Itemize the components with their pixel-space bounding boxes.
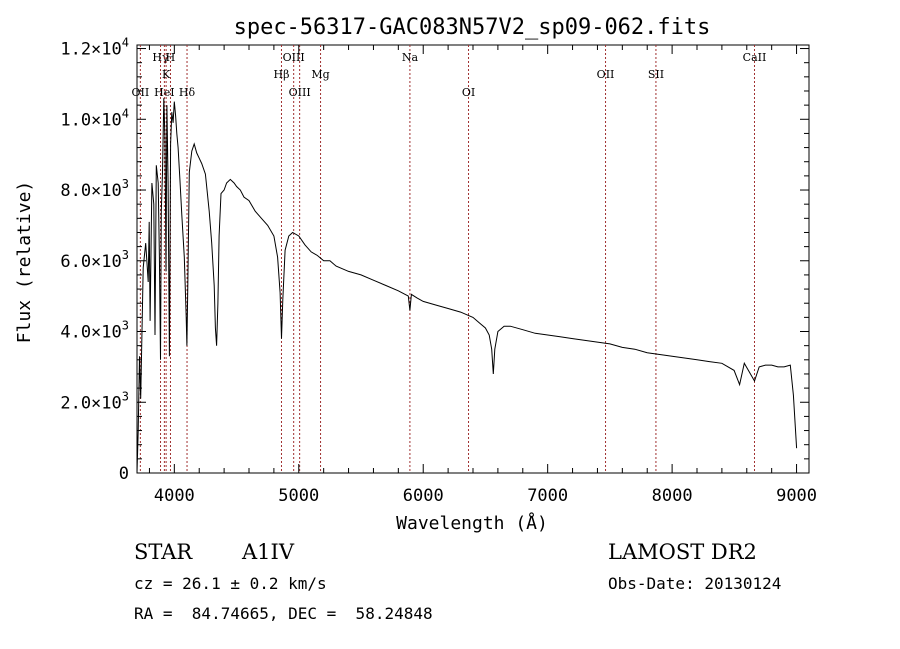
y-axis-label: Flux (relative)	[14, 181, 35, 344]
plot-frame	[136, 44, 810, 474]
y-axis-ticks: 0 2.0×103 4.0×103 6.0×103 8.0×103 1.0×104 1.2×…	[60, 36, 809, 484]
redshift-value: cz = 26.1 ± 0.2 km/s	[134, 574, 327, 593]
spectrum-chart: spec-56317-GAC083N57V2_sp09-062.fits OII…	[14, 15, 817, 534]
coordinates: RA = 84.74665, DEC = 58.24848	[134, 604, 433, 623]
x-tick-label: 9000	[776, 486, 817, 506]
chart-title: spec-56317-GAC083N57V2_sp09-062.fits	[234, 15, 711, 40]
line-marker-label: K	[162, 68, 171, 81]
line-marker-label: OII	[597, 68, 615, 81]
observation-date: Obs-Date: 20130124	[608, 574, 782, 593]
x-tick-label: 8000	[652, 486, 693, 506]
survey-name: LAMOST DR2	[608, 540, 757, 564]
line-marker-label: CaII	[743, 51, 767, 64]
plot-axes	[136, 44, 810, 474]
line-marker-label: H	[166, 51, 176, 64]
y-tick-label: 1.0×104	[60, 106, 129, 130]
line-marker-label: Hγ	[152, 51, 169, 64]
line-marker-label: OIII	[289, 86, 311, 99]
line-marker-label: Na	[402, 51, 419, 64]
x-tick-label: 5000	[278, 486, 319, 506]
line-marker-label: OI	[462, 86, 475, 99]
line-marker-label: Mg	[311, 68, 329, 81]
line-marker-label: SII	[648, 68, 664, 81]
y-tick-label: 8.0×103	[60, 177, 129, 201]
spectrum-line	[136, 98, 798, 474]
line-marker-label: OII	[132, 86, 150, 99]
line-marker-label: Hδ	[179, 86, 196, 99]
line-marker-label: Hβ	[274, 68, 290, 81]
x-axis-ticks: 4000 5000 6000 7000 8000 9000	[148, 45, 817, 506]
y-tick-label: 2.0×103	[60, 389, 129, 413]
x-tick-label: 4000	[154, 486, 195, 506]
y-tick-label: 0	[119, 464, 129, 484]
x-tick-label: 6000	[403, 486, 444, 506]
object-class: STAR	[134, 540, 193, 564]
y-tick-label: 1.2×104	[60, 36, 129, 60]
line-marker-label: OIII	[283, 51, 305, 64]
x-tick-label: 7000	[527, 486, 568, 506]
line-marker-label: HeI	[154, 86, 174, 99]
spectral-subclass: A1IV	[242, 540, 294, 564]
x-axis-label: Wavelength (Å)	[396, 512, 548, 534]
y-tick-label: 4.0×103	[60, 319, 129, 343]
y-tick-label: 6.0×103	[60, 248, 129, 272]
